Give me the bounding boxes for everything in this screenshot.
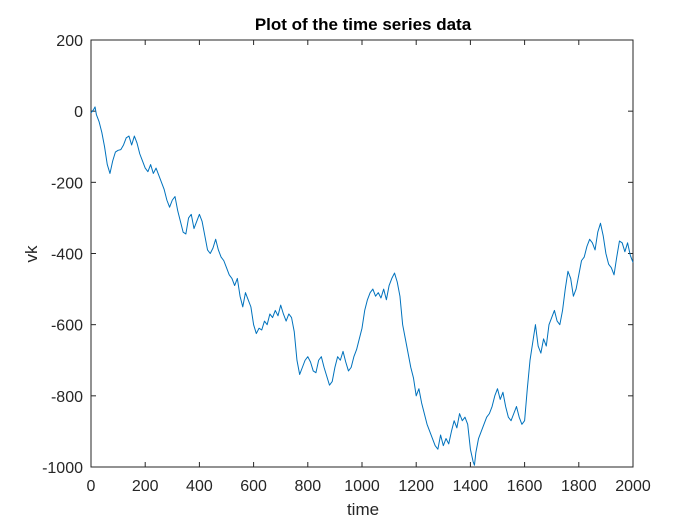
y-tick-label: -200 [51,175,83,192]
x-tick-label: 200 [132,478,159,495]
x-tick-label: 800 [294,478,321,495]
series-line [90,106,634,466]
x-tick-label: 2000 [615,478,651,495]
x-axis-label: time [347,500,379,519]
x-tick-label: 1200 [398,478,434,495]
axes-box [90,39,634,468]
x-tick-label: 1000 [344,478,380,495]
y-tick-label: -400 [51,247,83,264]
chart-title: Plot of the time series data [255,15,472,34]
x-tick-label: 1400 [453,478,489,495]
series-layer [90,106,634,466]
x-tick-label: 1800 [561,478,597,495]
x-tick-label: 0 [87,478,96,495]
y-tick-label: 200 [56,33,83,50]
y-tick-label: -1000 [42,460,83,477]
plot-area [90,39,634,468]
x-tick-label: 1600 [507,478,543,495]
x-tick-label: 600 [240,478,267,495]
ticks: 0 200 400 600 800 1000 1200 1400 1600 1800 2000200… [42,33,651,495]
y-tick-label: 0 [74,104,83,121]
y-axis-label: vk [22,245,41,263]
y-tick-label: -800 [51,389,83,406]
x-tick-label: 400 [186,478,213,495]
y-tick-label: -600 [51,318,83,335]
